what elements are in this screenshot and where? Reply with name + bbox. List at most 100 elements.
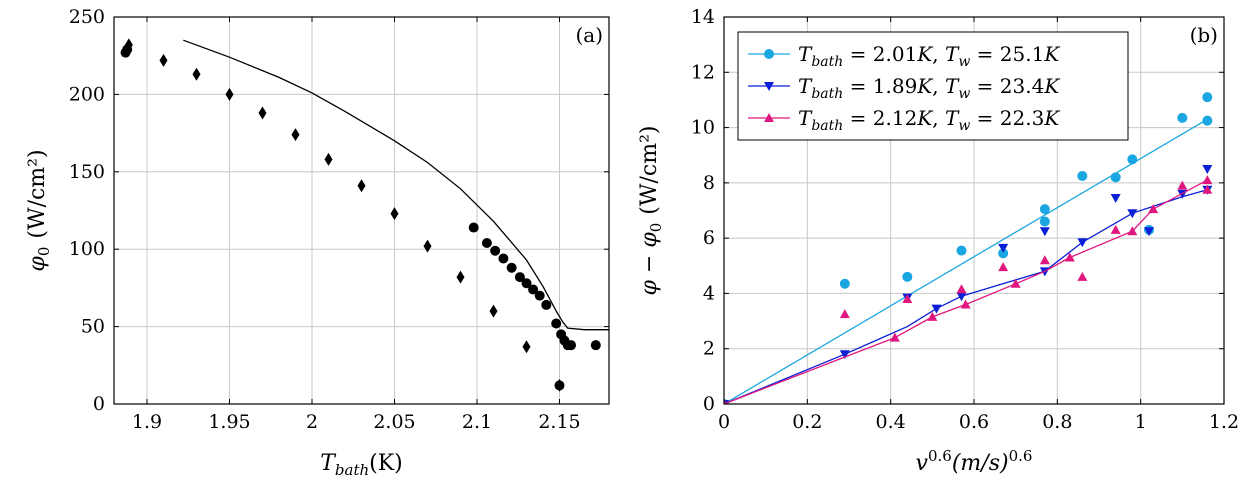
panel-a-series <box>120 38 609 392</box>
panel-a-series-2-point <box>541 299 552 310</box>
panel-a-y-unit: (W/cm²) <box>25 149 50 238</box>
panel-b-x-tick-label: 0.2 <box>792 411 822 433</box>
panel-b-t-bath-1-89k-t-w-23-4k-point <box>1202 165 1213 175</box>
panel-b-plot-area <box>724 92 1213 404</box>
panel-b-t-bath-1-89k-t-w-23-4k-point <box>956 292 967 302</box>
panel-b-y-tick-label: 6 <box>703 227 715 249</box>
panel-b-x-tick-label: 0.8 <box>1042 411 1072 433</box>
panel-a-y-symbol: φ <box>25 256 50 272</box>
panel-b-y-unit: (W/cm²) <box>637 126 662 215</box>
legend-t-bath-2-01k-t-w-25-1k-label: Tbath = 2.01K, Tw = 25.1K <box>798 42 1060 70</box>
panel-b-t-bath-2-01k-t-w-25-1k-point <box>1127 154 1138 165</box>
panel-a-series-1-point <box>489 304 498 318</box>
panel-b-x-tick-label: 0.6 <box>959 411 989 433</box>
panel-b-t-bath-2-12k-t-w-22-3k-point <box>902 293 913 303</box>
panel-b-x-mid: (m/s) <box>952 451 1009 476</box>
panel-b-x-axis-label: v0.6(m/s)0.6 <box>916 447 1033 476</box>
panel-a-series-2-point <box>122 44 133 55</box>
panel-b-t-bath-2-12k-t-w-22-3k-point <box>1127 226 1138 236</box>
panel-b-y-tick-label: 2 <box>703 338 715 360</box>
panel-a-y-tick-label: 250 <box>69 6 105 28</box>
panel-b-x-base: v <box>916 451 929 476</box>
panel-a-x-tick-label: 2.15 <box>538 411 580 433</box>
panel-a-x-symbol: T <box>320 451 337 476</box>
panel-a-series-1-point <box>159 53 168 67</box>
panel-b-t-bath-2-12k-t-w-22-3k-point <box>1077 271 1088 281</box>
panel-a-ticks: 1.9 1.95 2 2.05 2.1 2.15 0 50 100 150 200 250 <box>69 6 609 433</box>
panel-a-series-3-line <box>183 39 609 331</box>
panel-b-t-bath-2-12k-t-w-22-3k-point <box>1064 252 1075 262</box>
panel-a-x-tick-label: 2.1 <box>462 411 492 433</box>
panel-b-x-sup1: 0.6 <box>928 447 952 465</box>
panel-b-y-tick-label: 10 <box>691 117 715 139</box>
panel-a-series-2-point <box>590 340 601 351</box>
panel-b-x-tick-label: 0 <box>718 411 730 433</box>
panel-b-series <box>724 92 1213 404</box>
panel-a-chart: 1.9 1.95 2 2.05 2.1 2.15 0 50 100 150 200 250 (a) T… <box>25 6 610 477</box>
panel-a-y-tick-label: 0 <box>93 393 105 415</box>
panel-b-y-tick-label: 8 <box>703 172 715 194</box>
panel-b-t-bath-1-89k-t-w-23-4k-point <box>1144 227 1154 237</box>
panel-b-t-bath-2-01k-t-w-25-1k-point <box>1110 172 1121 183</box>
panel-a-series-1-point <box>225 87 234 101</box>
panel-a-y-tick-label: 200 <box>69 83 105 105</box>
panel-a-series-2-point <box>468 222 479 233</box>
panel-a-x-tick-label: 1.9 <box>132 411 162 433</box>
panel-a-x-tick-label: 2.05 <box>373 411 415 433</box>
legend-t-bath-2-01k-t-w-25-1k-marker <box>764 49 774 59</box>
panel-a-series-2-point <box>498 253 509 264</box>
panel-a-series-2-point <box>554 380 565 391</box>
panel-a-x-axis-label: Tbath(K) <box>320 451 403 477</box>
panel-b-t-bath-2-12k-t-w-22-3k-point <box>724 399 727 404</box>
panel-b-t-bath-1-89k-t-w-23-4k-point <box>998 243 1009 253</box>
panel-b-y-tick-label: 0 <box>703 393 715 415</box>
panel-b-t-bath-1-89k-t-w-23-4k-point <box>1077 238 1088 248</box>
panel-b-t-bath-2-01k-t-w-25-1k-point <box>998 248 1009 259</box>
panel-b-x-tick-label: 0.4 <box>876 411 906 433</box>
panel-a-series-1-point <box>522 340 531 354</box>
panel-b-t-bath-1-89k-t-w-23-4k-point <box>1127 209 1138 219</box>
legend-t-bath-1-89k-t-w-23-4k-label: Tbath = 1.89K, Tw = 23.4K <box>798 74 1060 102</box>
panel-a-plot-area <box>120 38 609 392</box>
panel-a-x-subscript: bath <box>335 461 369 477</box>
panel-b-y-tick-label: 14 <box>691 6 715 28</box>
panel-a-series-1-point <box>192 67 201 81</box>
panel-a-x-tick-label: 2 <box>306 411 318 433</box>
panel-a-y-subscript: 0 <box>35 247 53 257</box>
panel-a-y-tick-label: 100 <box>69 238 105 260</box>
panel-a-series-2-point <box>521 278 532 289</box>
panel-a-y-tick-label: 50 <box>81 316 105 338</box>
panel-a-series-1-point <box>324 152 333 166</box>
panel-b-x-tick-label: 1.2 <box>1209 411 1239 433</box>
panel-b-t-bath-2-01k-t-w-25-1k-point <box>1039 216 1050 227</box>
panel-b-t-bath-1-89k-t-w-23-4k-point <box>839 350 850 360</box>
panel-a-series-1-point <box>291 128 300 142</box>
panel-a-series-2-point <box>551 318 562 329</box>
panel-b-y-axis-label: φ − φ0 (W/cm²) <box>637 126 665 296</box>
panel-b-y-subscript: 0 <box>647 223 665 233</box>
panel-b-y-tick-label: 12 <box>691 61 715 83</box>
panel-b-t-bath-2-12k-t-w-22-3k-point <box>998 262 1009 272</box>
legend-t-bath-1-89k-t-w-23-4k-marker <box>764 82 774 91</box>
panel-b-t-bath-2-01k-t-w-25-1k-point <box>1177 112 1188 123</box>
legend-t-bath-2-12k-t-w-22-3k-label: Tbath = 2.12K, Tw = 22.3K <box>798 106 1060 134</box>
panel-a-x-unit: (K) <box>369 451 403 476</box>
panel-b-ticks: 0 0.2 0.4 0.6 0.8 1 1.2 0 2 4 6 8 10 12 14 <box>691 6 1239 433</box>
panel-a-series-1-point <box>357 179 366 193</box>
panel-a-series-1-point <box>456 270 465 284</box>
panel-b-t-bath-2-12k-t-w-22-3k-point <box>889 332 900 342</box>
panel-a-y-tick-label: 150 <box>69 161 105 183</box>
panel-b-t-bath-2-12k-t-w-22-3k-point <box>1202 175 1213 185</box>
panel-b-legend: Tbath = 2.01K, Tw = 25.1K Tbath = 1.89K, … <box>737 31 1129 141</box>
panel-b-tag: (b) <box>1190 23 1218 47</box>
panel-b-t-bath-2-01k-t-w-25-1k-point <box>839 278 850 289</box>
panel-b-t-bath-2-01k-t-w-25-1k-point <box>1077 170 1088 181</box>
panel-b-y-tick-label: 4 <box>703 282 715 304</box>
panel-b-t-bath-2-12k-t-w-22-3k-point <box>927 311 938 321</box>
panel-a-series-2-point <box>490 245 501 256</box>
panel-b-y-pre: φ − φ <box>637 232 662 296</box>
panel-b-t-bath-2-01k-t-w-25-1k-point <box>1202 92 1213 103</box>
panel-b-t-bath-2-01k-t-w-25-1k-point <box>1202 115 1213 126</box>
panel-b-t-bath-2-01k-t-w-25-1k-point <box>902 271 913 282</box>
